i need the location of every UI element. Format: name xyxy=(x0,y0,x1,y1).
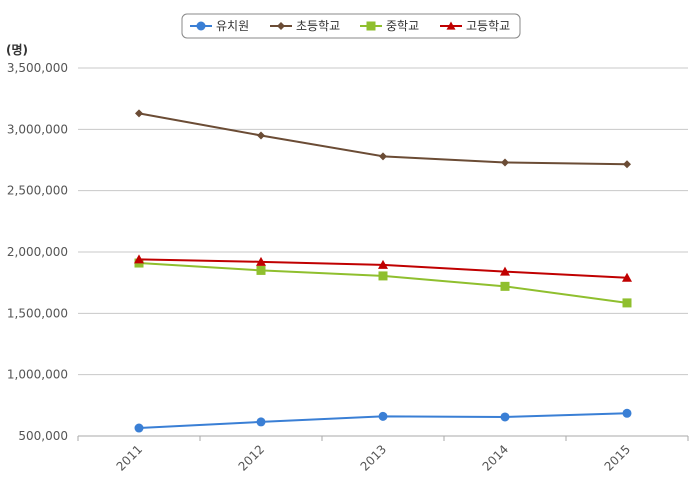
y-tick-label: 2,500,000 xyxy=(7,184,68,198)
series-lines xyxy=(134,109,632,433)
data-point xyxy=(256,256,266,266)
legend-marker xyxy=(366,21,376,31)
series xyxy=(134,408,632,433)
y-tick-label: 1,000,000 xyxy=(7,368,68,382)
legend-item: 고등학교 xyxy=(440,19,510,33)
data-point xyxy=(378,271,388,281)
data-point xyxy=(379,152,387,161)
data-point xyxy=(378,411,388,421)
y-tick-label: 500,000 xyxy=(18,429,68,443)
x-tick-labels: 2011 2012 2013 2014 2015 xyxy=(114,442,633,473)
legend-marker xyxy=(446,21,456,30)
legend-marker xyxy=(277,22,285,30)
legend-label: 고등학교 xyxy=(466,19,510,33)
x-tick-label: 2014 xyxy=(480,442,511,473)
x-tick-label: 2012 xyxy=(236,442,267,473)
data-point xyxy=(500,281,510,291)
legend-item: 중학교 xyxy=(360,19,419,33)
y-tick-label: 2,000,000 xyxy=(7,245,68,259)
data-point xyxy=(622,298,632,308)
series xyxy=(135,109,631,169)
data-point xyxy=(256,265,266,275)
y-tick-label: 1,500,000 xyxy=(7,306,68,320)
y-axis-unit-label: (명) xyxy=(6,43,28,57)
data-point xyxy=(134,254,144,264)
data-point xyxy=(500,412,510,422)
data-point xyxy=(257,131,265,140)
series xyxy=(134,254,632,282)
x-tick-label: 2015 xyxy=(602,442,633,473)
data-point xyxy=(378,259,388,269)
data-point xyxy=(622,408,632,418)
data-point xyxy=(500,266,510,276)
legend-marker xyxy=(196,21,206,31)
y-tick-labels: 500,000 1,000,000 1,500,000 2,000,000 2,500,… xyxy=(7,61,68,443)
y-tick-label: 3,000,000 xyxy=(7,122,68,136)
legend-box xyxy=(181,13,521,39)
y-tick-label: 3,500,000 xyxy=(7,61,68,75)
data-point xyxy=(501,158,509,167)
legend-item: 초등학교 xyxy=(270,19,340,33)
data-point xyxy=(134,423,144,433)
x-tick-label: 2013 xyxy=(358,442,389,473)
grid-lines xyxy=(78,67,688,376)
data-point xyxy=(622,272,632,282)
legend-item: 유치원 xyxy=(190,19,249,33)
series-line xyxy=(138,262,628,304)
data-point xyxy=(135,109,143,118)
legend: 유치원 초등학교 중학교 고등학교 xyxy=(181,13,521,39)
data-point xyxy=(256,417,266,427)
legend-label: 초등학교 xyxy=(296,19,340,33)
legend-label: 유치원 xyxy=(216,19,249,33)
axes xyxy=(77,435,689,441)
data-point xyxy=(623,160,631,169)
x-tick-label: 2011 xyxy=(114,442,145,473)
legend-label: 중학교 xyxy=(386,19,419,33)
